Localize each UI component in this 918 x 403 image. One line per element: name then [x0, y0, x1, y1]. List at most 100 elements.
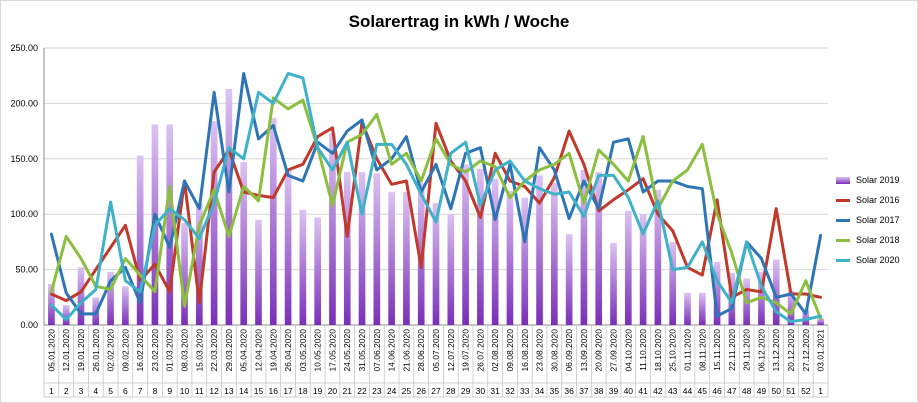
line-solar-2016: [49, 120, 823, 305]
x-date-label: 13.12.2020: [771, 329, 781, 372]
x-week-label: 43: [668, 386, 678, 396]
bar-solar-2019: [284, 169, 292, 325]
legend-swatch: [836, 258, 850, 262]
legend-label: Solar 2017: [856, 215, 900, 225]
bar-solar-2019: [521, 197, 529, 325]
x-date-label: 30.08.2020: [549, 329, 559, 372]
bar-solar-2019: [477, 168, 484, 325]
bar-solar-2019: [462, 164, 469, 325]
x-date-label: 07.06.2020: [372, 329, 382, 372]
x-week-label: 29: [461, 386, 471, 396]
x-date-label: 24.05.2020: [342, 329, 352, 372]
x-week-label: 27: [431, 386, 441, 396]
bar-solar-2019: [181, 223, 188, 325]
x-date-label: 08.03.2020: [180, 329, 190, 372]
x-date-label: 29.03.2020: [224, 329, 234, 372]
bar-solar-2019: [669, 241, 677, 325]
x-week-label: 31: [490, 386, 500, 396]
bar-solar-2019: [240, 162, 248, 325]
y-tick-label: 100.00: [10, 209, 38, 219]
bar-solar-2019: [639, 214, 647, 325]
x-week-label: 39: [609, 386, 619, 396]
x-date-label: 23.02.2020: [150, 329, 160, 372]
bar-solar-2019: [624, 210, 632, 325]
x-week-label: 6: [123, 386, 128, 396]
x-week-label: 35: [550, 386, 560, 396]
bar-solar-2019: [654, 189, 662, 325]
x-date-label: 22.03.2020: [209, 329, 219, 372]
bar-solar-2019: [77, 267, 85, 325]
x-date-label: 03.05.2020: [298, 329, 308, 372]
x-week-label: 19: [313, 386, 323, 396]
x-date-label: 05.01.2020: [46, 329, 56, 372]
bar-solar-2019: [610, 243, 617, 325]
x-week-label: 41: [638, 386, 648, 396]
legend-swatch: [836, 238, 850, 242]
x-week-label: 48: [742, 386, 752, 396]
bar-solar-2019: [817, 318, 824, 325]
legend-item: Solar 2016: [836, 190, 900, 210]
x-week-label: 23: [372, 386, 382, 396]
bar-solar-2019: [491, 178, 499, 325]
x-week-label: 26: [416, 386, 426, 396]
x-week-label: 34: [535, 386, 545, 396]
line-solar-2020: [49, 72, 823, 324]
y-tick-label: 200.00: [10, 98, 38, 108]
x-date-label: 13.09.2020: [579, 329, 589, 372]
bar-solar-2019: [713, 261, 721, 325]
bar-solar-2019: [565, 234, 573, 325]
x-date-label: 22.11.2020: [727, 329, 737, 371]
x-week-label: 8: [153, 386, 158, 396]
x-date-label: 26.07.2020: [475, 329, 485, 372]
x-week-label: 49: [757, 386, 767, 396]
x-date-label: 19.04.2020: [268, 329, 278, 372]
x-date-label: 06.12.2020: [756, 329, 766, 372]
legend-item: Solar 2018: [836, 230, 900, 250]
x-date-label: 02.02.2020: [106, 329, 116, 372]
x-date-label: 16.02.2020: [135, 329, 145, 372]
bar-solar-2019: [107, 271, 114, 325]
x-date-label: 26.04.2020: [283, 329, 293, 372]
x-week-label: 22: [357, 386, 367, 396]
line-solar-2017: [49, 72, 823, 318]
chart-title: Solarertrag in kWh / Woche: [348, 12, 570, 31]
legend-swatch: [836, 176, 850, 184]
x-week-label: 52: [801, 386, 811, 396]
x-date-label: 12.07.2020: [446, 329, 456, 372]
x-week-label: 18: [298, 386, 308, 396]
x-date-label: 04.10.2020: [623, 329, 633, 372]
x-week-label: 20: [328, 386, 338, 396]
bar-solar-2019: [595, 172, 603, 325]
x-week-label: 37: [579, 386, 589, 396]
bar-solar-2019: [506, 190, 514, 325]
bar-solar-2019: [403, 192, 410, 325]
x-date-label: 18.10.2020: [653, 329, 663, 372]
x-date-label: 20.12.2020: [786, 329, 796, 372]
x-week-label: 46: [712, 386, 722, 396]
x-week-label: 28: [446, 386, 456, 396]
bar-solar-2019: [299, 209, 307, 325]
x-week-label: 25: [402, 386, 412, 396]
x-date-label: 15.03.2020: [194, 329, 204, 372]
bar-solar-2019: [684, 292, 691, 325]
x-date-label: 17.05.2020: [327, 329, 337, 372]
x-date-label: 27.09.2020: [609, 329, 619, 372]
legend-swatch: [836, 218, 850, 222]
bar-solar-2019: [225, 88, 233, 325]
y-tick-label: 0.00: [20, 320, 38, 330]
x-week-label: 7: [138, 386, 143, 396]
x-week-label: 21: [343, 386, 353, 396]
x-week-label: 10: [180, 386, 190, 396]
x-week-label: 11: [195, 386, 204, 396]
x-date-label: 19.01.2020: [76, 329, 86, 372]
legend-label: Solar 2020: [856, 255, 900, 265]
x-date-label: 23.08.2020: [535, 329, 545, 372]
x-date-label: 20.09.2020: [594, 329, 604, 372]
legend-item: Solar 2020: [836, 250, 900, 270]
x-date-label: 29.11.2020: [742, 329, 752, 371]
bar-solar-2019: [698, 292, 706, 325]
bar-solar-2019: [787, 290, 795, 325]
x-date-label: 12.01.2020: [61, 329, 71, 372]
bar-solar-2019: [343, 172, 351, 325]
